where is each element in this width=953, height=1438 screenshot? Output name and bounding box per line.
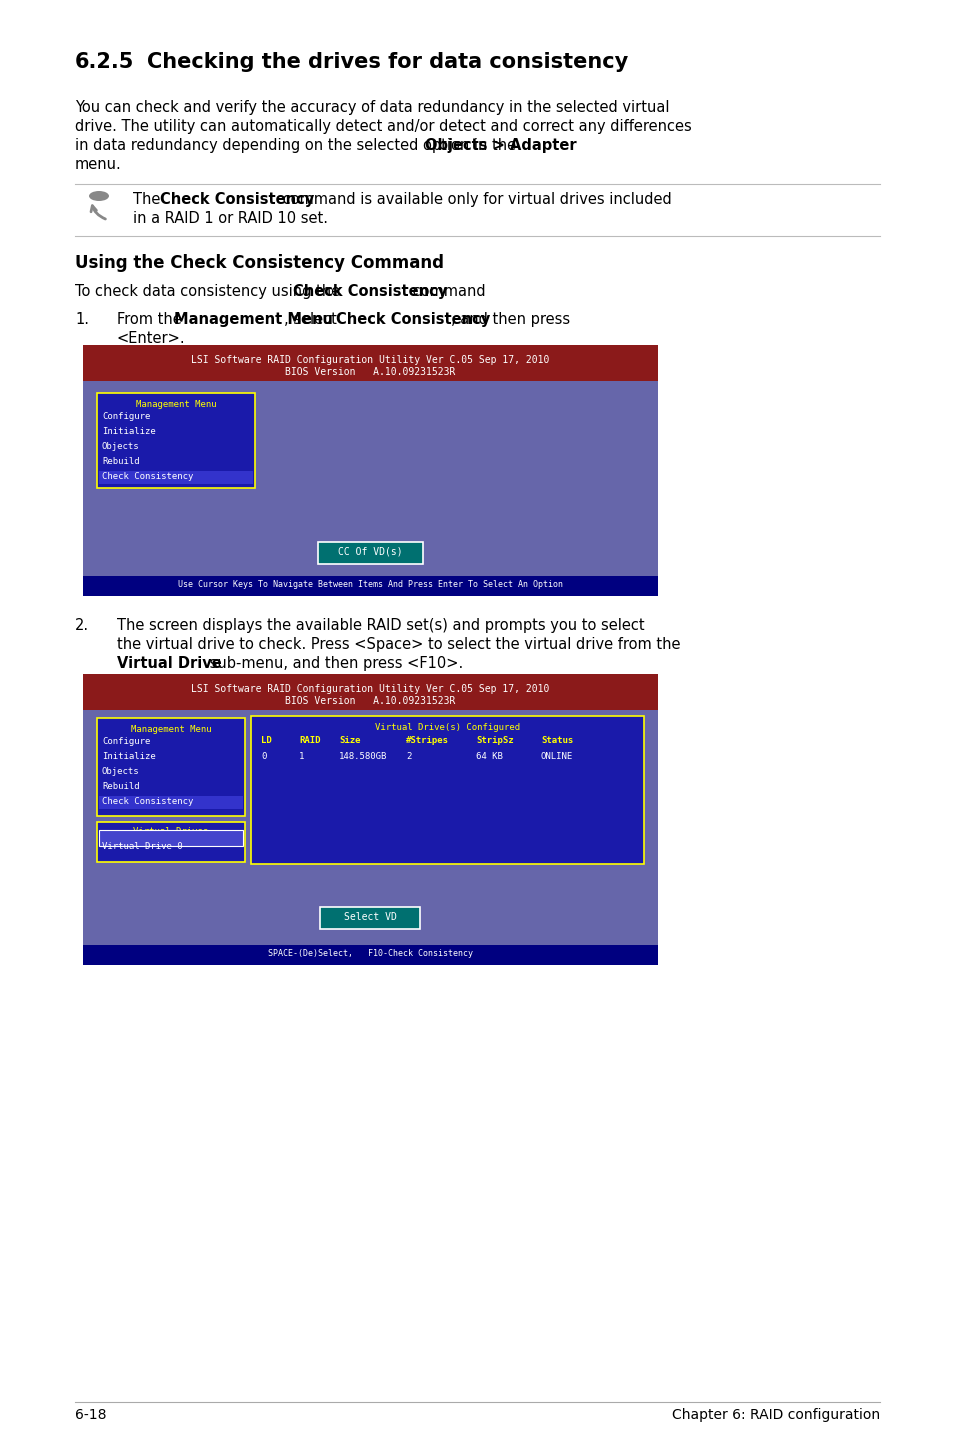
- Text: The: The: [132, 193, 165, 207]
- Text: command is available only for virtual drives included: command is available only for virtual dr…: [277, 193, 671, 207]
- Text: sub-menu, and then press <F10>.: sub-menu, and then press <F10>.: [205, 656, 463, 672]
- Text: Management Menu: Management Menu: [131, 725, 212, 733]
- Text: 64 KB: 64 KB: [476, 752, 502, 761]
- Text: Virtual Drive: Virtual Drive: [117, 656, 221, 672]
- Bar: [251, 716, 643, 864]
- Text: Configure: Configure: [102, 413, 151, 421]
- Bar: [83, 710, 658, 945]
- Text: Check Consistency: Check Consistency: [335, 312, 490, 326]
- Text: Use Cursor Keys To Navigate Between Items And Press Enter To Select An Option: Use Cursor Keys To Navigate Between Item…: [178, 580, 562, 590]
- Text: BIOS Version   A.10.09231523R: BIOS Version A.10.09231523R: [285, 696, 456, 706]
- Text: Initialize: Initialize: [102, 752, 155, 761]
- Text: Using the Check Consistency Command: Using the Check Consistency Command: [75, 255, 443, 272]
- Text: 148.580GB: 148.580GB: [338, 752, 387, 761]
- Text: Virtual Drive 0: Virtual Drive 0: [102, 843, 182, 851]
- Bar: [97, 823, 245, 861]
- Text: 2: 2: [406, 752, 411, 761]
- Text: StripSz: StripSz: [476, 736, 513, 745]
- Bar: [320, 907, 420, 929]
- Text: You can check and verify the accuracy of data redundancy in the selected virtual: You can check and verify the accuracy of…: [75, 101, 669, 115]
- Bar: [83, 674, 658, 710]
- Text: Status: Status: [540, 736, 573, 745]
- Text: To check data consistency using the: To check data consistency using the: [75, 283, 344, 299]
- Text: in a RAID 1 or RAID 10 set.: in a RAID 1 or RAID 10 set.: [132, 211, 328, 226]
- Text: Objects: Objects: [102, 766, 139, 777]
- Text: RAID: RAID: [298, 736, 320, 745]
- Text: 2.: 2.: [75, 618, 89, 633]
- Text: Select VD: Select VD: [344, 912, 396, 922]
- Bar: [83, 945, 658, 965]
- Text: Size: Size: [338, 736, 360, 745]
- Text: Objects > Adapter: Objects > Adapter: [424, 138, 576, 152]
- Text: Check Consistency: Check Consistency: [293, 283, 447, 299]
- Text: 1: 1: [298, 752, 304, 761]
- Text: <Enter>.: <Enter>.: [117, 331, 186, 347]
- Text: the virtual drive to check. Press <Space> to select the virtual drive from the: the virtual drive to check. Press <Space…: [117, 637, 679, 651]
- Text: LSI Software RAID Configuration Utility Ver C.05 Sep 17, 2010: LSI Software RAID Configuration Utility …: [192, 355, 549, 365]
- Text: Rebuild: Rebuild: [102, 457, 139, 466]
- Text: LSI Software RAID Configuration Utility Ver C.05 Sep 17, 2010: LSI Software RAID Configuration Utility …: [192, 684, 549, 695]
- Bar: [83, 577, 658, 595]
- Text: Configure: Configure: [102, 738, 151, 746]
- Bar: [97, 718, 245, 815]
- Bar: [99, 797, 243, 810]
- Bar: [99, 472, 253, 485]
- Text: 0: 0: [261, 752, 266, 761]
- Text: The screen displays the available RAID set(s) and prompts you to select: The screen displays the available RAID s…: [117, 618, 644, 633]
- Bar: [83, 345, 658, 381]
- Text: 1.: 1.: [75, 312, 89, 326]
- Text: Chapter 6: RAID configuration: Chapter 6: RAID configuration: [671, 1408, 879, 1422]
- Bar: [97, 393, 254, 487]
- Text: 6.2.5: 6.2.5: [75, 52, 134, 72]
- Text: Check Consistency: Check Consistency: [102, 472, 193, 480]
- Text: Management Menu: Management Menu: [135, 400, 216, 408]
- Bar: [83, 381, 658, 577]
- Text: menu.: menu.: [75, 157, 122, 173]
- Text: From the: From the: [117, 312, 186, 326]
- Text: LD: LD: [261, 736, 272, 745]
- Text: in data redundancy depending on the selected option in the: in data redundancy depending on the sele…: [75, 138, 520, 152]
- Text: drive. The utility can automatically detect and/or detect and correct any differ: drive. The utility can automatically det…: [75, 119, 691, 134]
- Text: , and then press: , and then press: [451, 312, 570, 326]
- Text: command: command: [408, 283, 485, 299]
- Bar: [99, 830, 243, 846]
- Text: SPACE-(De)Select,   F10-Check Consistency: SPACE-(De)Select, F10-Check Consistency: [268, 949, 473, 958]
- Ellipse shape: [89, 191, 109, 201]
- Text: Check Consistency: Check Consistency: [102, 797, 193, 807]
- Text: Rebuild: Rebuild: [102, 782, 139, 791]
- Text: Checking the drives for data consistency: Checking the drives for data consistency: [147, 52, 628, 72]
- Text: Check Consistency: Check Consistency: [160, 193, 314, 207]
- Text: ONLINE: ONLINE: [540, 752, 573, 761]
- Text: 6-18: 6-18: [75, 1408, 107, 1422]
- Text: CC Of VD(s): CC Of VD(s): [337, 546, 402, 557]
- Bar: [317, 542, 422, 564]
- Text: BIOS Version   A.10.09231523R: BIOS Version A.10.09231523R: [285, 367, 456, 377]
- Text: Virtual Drives: Virtual Drives: [133, 827, 209, 835]
- Text: #Stripes: #Stripes: [406, 736, 449, 745]
- Text: Initialize: Initialize: [102, 427, 155, 436]
- Text: Objects: Objects: [102, 441, 139, 452]
- Text: Management Menu: Management Menu: [173, 312, 333, 326]
- Text: , select: , select: [284, 312, 341, 326]
- Text: Virtual Drive(s) Configured: Virtual Drive(s) Configured: [375, 723, 519, 732]
